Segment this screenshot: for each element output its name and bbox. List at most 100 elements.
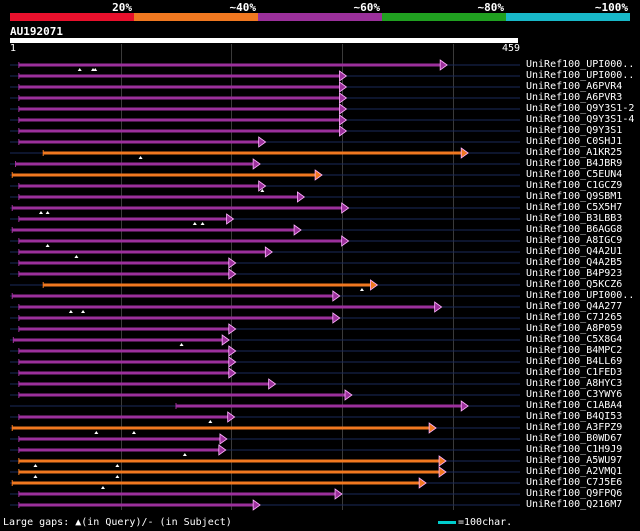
hit-label-link[interactable]: UniRef100_Q5KCZ6 xyxy=(526,279,623,290)
hit-label-link[interactable]: UniRef100_UPI000.. xyxy=(526,70,635,81)
hit-label-link[interactable]: UniRef100_B6AGG8 xyxy=(526,224,623,235)
hit-row[interactable] xyxy=(10,345,520,357)
hit-label-link[interactable]: UniRef100_B4P923 xyxy=(526,268,623,279)
hit-row[interactable] xyxy=(10,488,520,500)
hit-label-link[interactable]: UniRef100_B4QI53 xyxy=(526,411,623,422)
hit-label-link[interactable]: UniRef100_C5EUN4 xyxy=(526,169,623,180)
hit-row[interactable] xyxy=(10,202,520,214)
hit-label-link[interactable]: UniRef100_C3YWY6 xyxy=(526,389,623,400)
hit-row[interactable] xyxy=(10,125,520,137)
hit-label-link[interactable]: UniRef100_B3LBB3 xyxy=(526,213,623,224)
hit-label-link[interactable]: UniRef100_A6PVR4 xyxy=(526,81,623,92)
hit-label-link[interactable]: UniRef100_Q216M7 xyxy=(526,499,623,510)
hit-row[interactable] xyxy=(10,312,520,324)
hit-row[interactable] xyxy=(10,103,520,115)
hit-arrow xyxy=(314,169,323,181)
hit-row[interactable] xyxy=(10,59,520,71)
hit-row[interactable] xyxy=(10,400,520,412)
hit-label-link[interactable]: UniRef100_B4JBR9 xyxy=(526,158,623,169)
hit-row[interactable] xyxy=(10,114,520,126)
hit-arrow xyxy=(344,389,353,401)
hit-row[interactable] xyxy=(10,169,520,181)
hit-row[interactable] xyxy=(10,422,520,434)
hit-row[interactable] xyxy=(10,411,520,423)
hit-label-link[interactable]: UniRef100_B4LL69 xyxy=(526,356,623,367)
hit-row[interactable] xyxy=(10,290,520,302)
identity-color-bar xyxy=(10,13,630,21)
hit-label-link[interactable]: UniRef100_Q9FPQ6 xyxy=(526,488,623,499)
hit-label-link[interactable]: UniRef100_A8P059 xyxy=(526,323,623,334)
hit-arrow xyxy=(370,279,379,291)
hit-bar xyxy=(12,173,317,177)
hit-bar xyxy=(18,140,260,144)
hit-row[interactable] xyxy=(10,477,520,489)
hit-label-link[interactable]: UniRef100_C1GCZ9 xyxy=(526,180,623,191)
hit-bar xyxy=(12,481,421,485)
hit-label-link[interactable]: UniRef100_Q9Y3S1-2 xyxy=(526,103,635,114)
hit-arrow xyxy=(339,81,348,93)
hit-row[interactable] xyxy=(10,268,520,280)
hit-row[interactable] xyxy=(10,136,520,148)
hit-row[interactable] xyxy=(10,180,520,192)
hit-row[interactable] xyxy=(10,378,520,390)
hit-label-link[interactable]: UniRef100_A5WU97 xyxy=(526,455,623,466)
hit-label-link[interactable]: UniRef100_C5X5H7 xyxy=(526,202,623,213)
hit-label-link[interactable]: UniRef100_Q9Y3S1-4 xyxy=(526,114,635,125)
hit-bar xyxy=(18,272,230,276)
hit-label-link[interactable]: UniRef100_B0WD67 xyxy=(526,433,623,444)
hit-row[interactable] xyxy=(10,499,520,511)
hit-label-link[interactable]: UniRef100_Q9Y3S1 xyxy=(526,125,623,136)
hit-label-link[interactable]: UniRef100_C1ABA4 xyxy=(526,400,623,411)
hit-label-link[interactable]: UniRef100_C5X8G4 xyxy=(526,334,623,345)
hit-label-link[interactable]: UniRef100_B4MPC2 xyxy=(526,345,623,356)
hit-label-link[interactable]: UniRef100_A8HYC3 xyxy=(526,378,623,389)
hit-label-link[interactable]: UniRef100_A1KR25 xyxy=(526,147,623,158)
hit-row[interactable] xyxy=(10,334,520,346)
hit-label-link[interactable]: UniRef100_A3FPZ9 xyxy=(526,422,623,433)
hit-row[interactable] xyxy=(10,389,520,401)
hit-row[interactable] xyxy=(10,92,520,104)
hit-label-link[interactable]: UniRef100_C7J5E6 xyxy=(526,477,623,488)
hit-label-link[interactable]: UniRef100_A6PVR3 xyxy=(526,92,623,103)
hit-row[interactable] xyxy=(10,81,520,93)
hit-row[interactable] xyxy=(10,70,520,82)
hit-row[interactable] xyxy=(10,356,520,368)
hit-bar xyxy=(18,118,341,122)
hit-row[interactable] xyxy=(10,257,520,269)
query-gap-marker xyxy=(208,420,213,423)
hit-label-link[interactable]: UniRef100_Q4A277 xyxy=(526,301,623,312)
hit-label-link[interactable]: UniRef100_Q4A2U1 xyxy=(526,246,623,257)
hit-row[interactable] xyxy=(10,224,520,236)
hit-label-link[interactable]: UniRef100_Q9SBM1 xyxy=(526,191,623,202)
hit-row[interactable] xyxy=(10,323,520,335)
hit-row[interactable] xyxy=(10,466,520,478)
hit-row[interactable] xyxy=(10,158,520,170)
hit-row[interactable] xyxy=(10,367,520,379)
legend-label: ~80% xyxy=(477,1,505,14)
hit-label-link[interactable]: UniRef100_UPI000.. xyxy=(526,59,635,70)
hit-label-link[interactable]: UniRef100_C7J265 xyxy=(526,312,623,323)
hit-label-link[interactable]: UniRef100_A2VMQ1 xyxy=(526,466,623,477)
hit-bar xyxy=(18,470,441,474)
hit-row[interactable] xyxy=(10,147,520,159)
hit-arrow xyxy=(258,136,267,148)
hit-row[interactable] xyxy=(10,301,520,313)
hit-label-link[interactable]: UniRef100_C1FED3 xyxy=(526,367,623,378)
hit-row[interactable] xyxy=(10,246,520,258)
hit-row[interactable] xyxy=(10,213,520,225)
hit-label-link[interactable]: UniRef100_C1H9J9 xyxy=(526,444,623,455)
hit-label-link[interactable]: UniRef100_Q4A2B5 xyxy=(526,257,623,268)
hit-row[interactable] xyxy=(10,433,520,445)
hit-label-link[interactable]: UniRef100_UPI000.. xyxy=(526,290,635,301)
hit-row[interactable] xyxy=(10,235,520,247)
query-gap-marker xyxy=(45,244,50,247)
hit-row[interactable] xyxy=(10,455,520,467)
hit-row[interactable] xyxy=(10,444,520,456)
hit-label-link[interactable]: UniRef100_A8IGC9 xyxy=(526,235,623,246)
hit-row[interactable] xyxy=(10,191,520,203)
legend-label: ~100% xyxy=(594,1,628,14)
hit-label-link[interactable]: UniRef100_C0SHJ1 xyxy=(526,136,623,147)
hit-row[interactable] xyxy=(10,279,520,291)
hit-arrow xyxy=(434,301,443,313)
hit-arrow xyxy=(218,444,227,456)
